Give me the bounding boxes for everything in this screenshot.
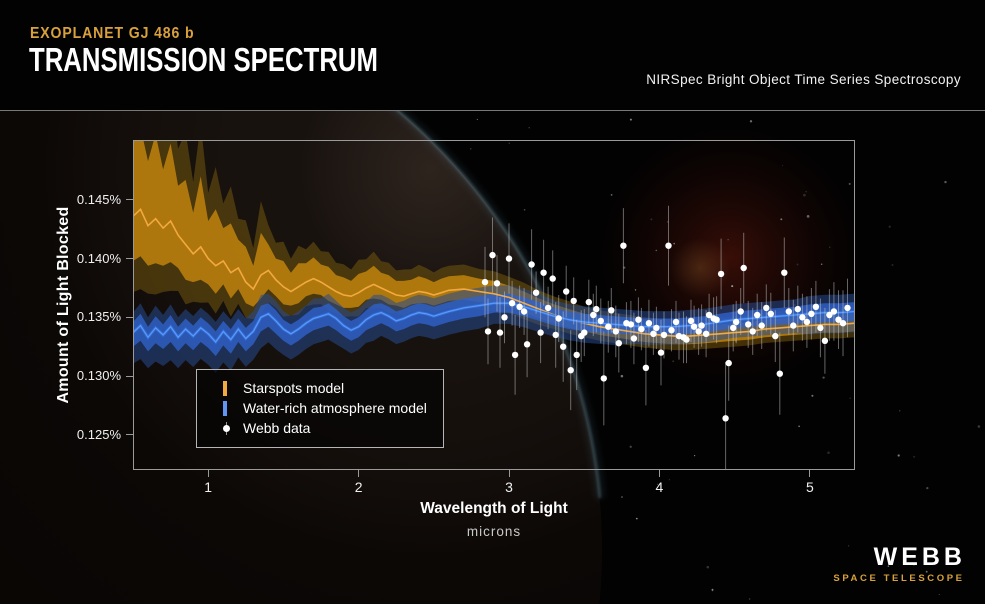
water-model-band <box>133 285 855 373</box>
x-tick-label: 1 <box>204 479 213 495</box>
legend-label: Starspots model <box>243 380 345 396</box>
orange-bar-icon <box>223 380 227 396</box>
spectrum-chart <box>133 140 855 470</box>
x-axis-title: Wavelength of Light <box>420 500 568 517</box>
webb-logo: WEBB SPACE TELESCOPE <box>833 545 965 585</box>
x-axis-unit: microns <box>466 524 522 539</box>
y-tick-mark <box>126 434 133 436</box>
webb-data-points <box>481 242 851 422</box>
legend-item-water: Water-rich atmosphere model <box>223 398 443 418</box>
x-tick-mark <box>358 470 360 477</box>
legend-item-webb-data: Webb data <box>223 418 443 438</box>
exoplanet-kicker: EXOPLANET GJ 486 b <box>30 25 195 42</box>
red-glow-core <box>670 238 730 298</box>
chart-legend: Starspots model Water-rich atmosphere mo… <box>196 369 444 448</box>
y-tick-label: 0.125% <box>76 426 121 442</box>
page-title: TRANSMISSION SPECTRUM <box>29 41 378 78</box>
y-tick-label: 0.145% <box>76 191 121 207</box>
webb-logo-subtitle: SPACE TELESCOPE <box>833 573 965 584</box>
webb-logo-name: WEBB <box>873 543 966 571</box>
x-tick-mark <box>508 470 510 477</box>
blue-bar-icon <box>223 400 227 416</box>
x-tick-label: 5 <box>805 479 814 495</box>
y-tick-mark <box>126 258 133 260</box>
header-divider <box>0 110 985 111</box>
y-tick-label: 0.130% <box>76 368 121 384</box>
y-tick-mark <box>126 316 133 318</box>
legend-label: Water-rich atmosphere model <box>243 400 427 416</box>
x-tick-label: 3 <box>505 479 513 495</box>
y-tick-label: 0.140% <box>76 250 121 266</box>
white-dot-icon <box>223 421 230 436</box>
webb-data-marker <box>223 421 241 436</box>
x-tick-mark <box>207 470 209 477</box>
legend-label: Webb data <box>243 420 311 436</box>
starspots-marker <box>223 380 241 396</box>
water-model-line <box>133 301 855 345</box>
legend-item-starspots: Starspots model <box>223 378 443 398</box>
water-marker <box>223 400 241 416</box>
x-tick-label: 2 <box>354 479 363 495</box>
y-tick-label: 0.135% <box>76 309 121 325</box>
starspots-model-band <box>133 140 855 351</box>
x-tick-mark <box>809 470 811 477</box>
y-tick-mark <box>126 375 133 377</box>
instrument-note: NIRSpec Bright Object Time Series Spectr… <box>646 72 961 87</box>
planet-limb-line <box>396 111 602 499</box>
x-tick-label: 4 <box>655 479 664 495</box>
y-tick-mark <box>126 199 133 201</box>
x-tick-mark <box>658 470 660 477</box>
